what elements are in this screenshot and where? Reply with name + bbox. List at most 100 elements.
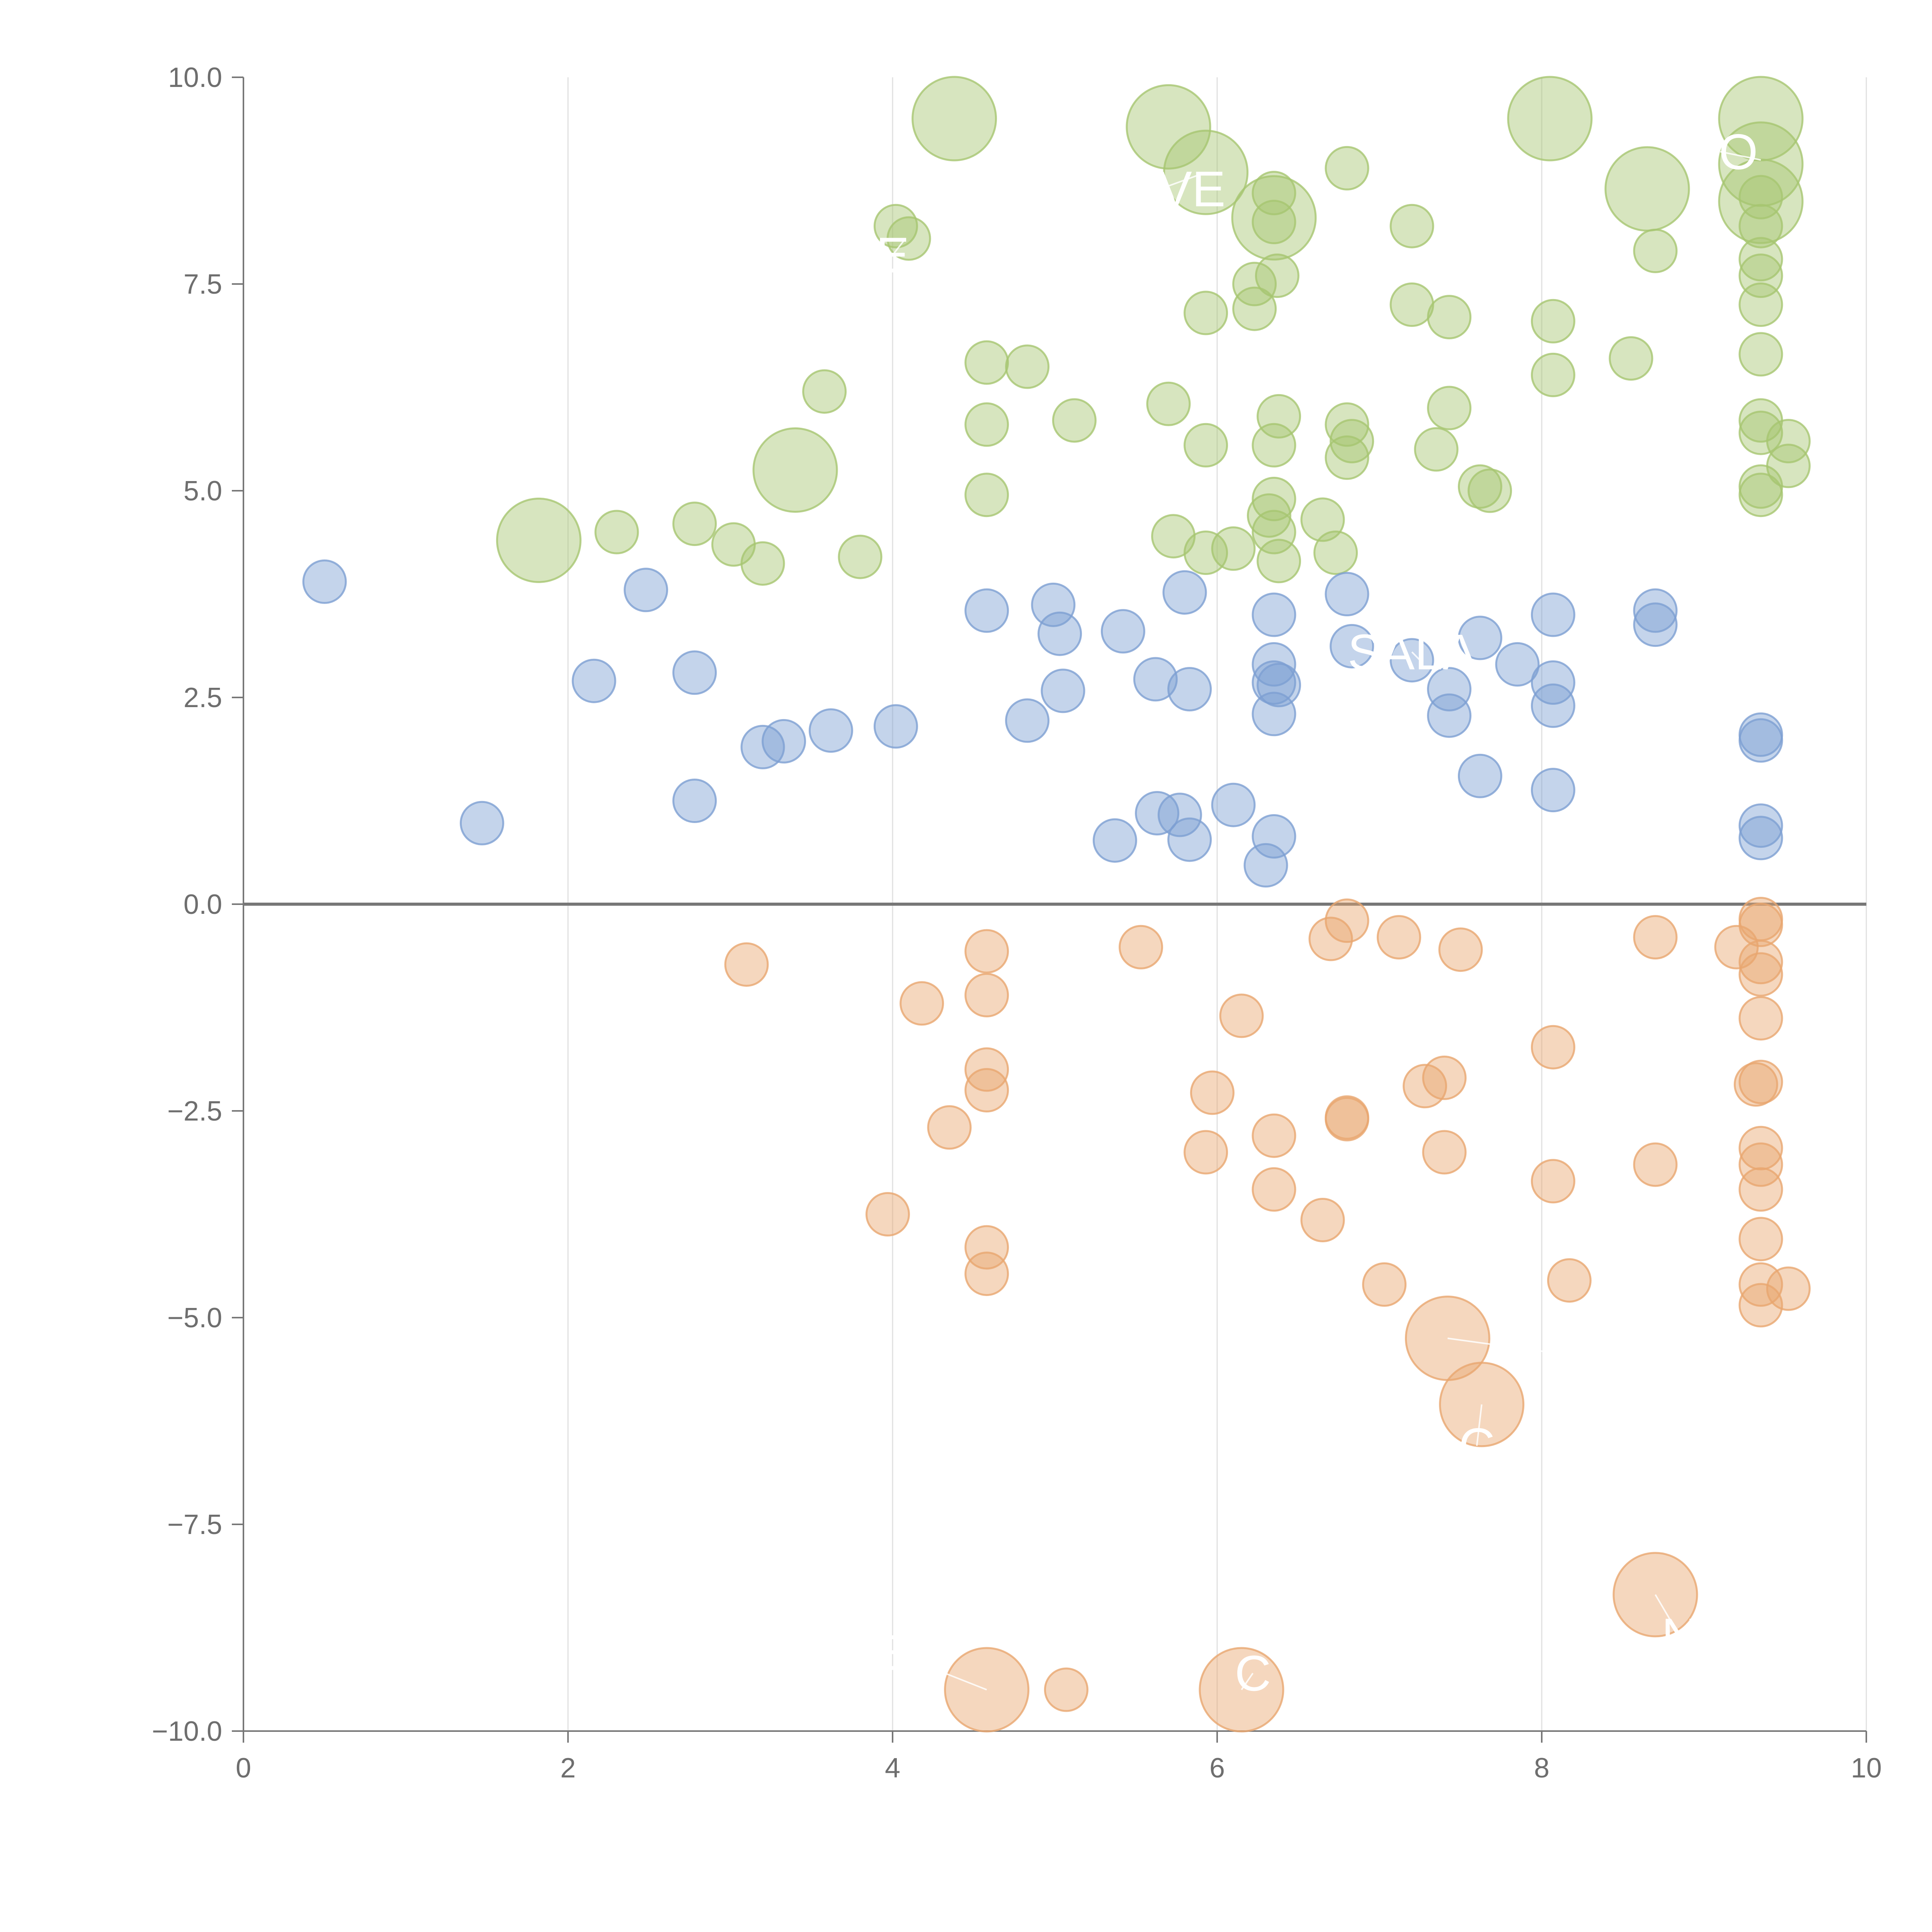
green-bubble (1252, 423, 1296, 468)
annotation-label: CO (1683, 124, 1758, 180)
annotation-leader-line (1160, 172, 1206, 190)
green-bubble (1146, 381, 1191, 426)
orange-bubble (1733, 1062, 1778, 1107)
orange-bubble (900, 981, 944, 1026)
green-bubble (1389, 204, 1434, 248)
y-tick-label: 10.0 (168, 62, 222, 93)
blue-bubble (1330, 624, 1374, 668)
green-bubble (1126, 84, 1211, 170)
y-tick-label: 5.0 (184, 476, 222, 507)
annotation-layer: SAVE CO SALA C Ñ N C E E (876, 124, 1761, 1701)
annotation-label: C (1459, 1418, 1495, 1474)
blue-bubble (1633, 602, 1678, 647)
green-bubble (1257, 394, 1301, 439)
green-bubble (594, 510, 639, 554)
blue-bubble (1031, 582, 1076, 627)
blue-bubble (1167, 817, 1212, 862)
annotation-leader-line (1655, 1594, 1680, 1636)
x-tick-label: 8 (1534, 1753, 1549, 1784)
blue-bubble (1738, 803, 1783, 848)
orange-bubble (1547, 1258, 1592, 1303)
green-bubble (1252, 510, 1296, 554)
blue-bubble (1633, 588, 1678, 633)
green-bubble (1184, 291, 1228, 335)
green-bubble (838, 534, 883, 579)
orange-bubble (1738, 940, 1783, 985)
green-bubble (1052, 398, 1097, 443)
green-bubble (1738, 473, 1783, 517)
green-bubble (1427, 386, 1472, 430)
green-bubble (1468, 468, 1512, 513)
green-bubble (1604, 146, 1690, 232)
blue-bubble (1211, 782, 1256, 827)
green-bubble (1427, 295, 1472, 340)
green-bubble (1325, 402, 1369, 447)
blue-bubble (1495, 642, 1540, 687)
green-bubble (1247, 493, 1291, 538)
y-tick-label: −5.0 (167, 1303, 222, 1333)
x-tick-label: 10 (1851, 1753, 1882, 1784)
annotation-label: SAVE (1095, 161, 1225, 217)
green-bubble (1738, 332, 1783, 377)
blue-bubble (302, 559, 347, 604)
green-bubble (1609, 336, 1653, 381)
x-tick-label: 0 (236, 1753, 251, 1784)
green-bubble (1738, 410, 1783, 455)
blue-bubble (672, 779, 717, 823)
green-bubble (873, 204, 918, 248)
green-bubble (1257, 539, 1301, 583)
orange-bubble (1633, 915, 1678, 960)
green-bubble (1184, 531, 1228, 575)
green-bubble (1389, 282, 1434, 327)
orange-bubble (865, 1192, 910, 1236)
annotation-leader-line (1447, 1337, 1599, 1360)
green-bubble (1300, 497, 1345, 542)
x-tick-label: 4 (885, 1753, 900, 1784)
orange-bubble (1531, 1025, 1575, 1070)
annotation-leader-line (1241, 1673, 1254, 1690)
blue-bubble (1037, 611, 1082, 656)
annotation-label: E (876, 1624, 910, 1681)
blue-bubble (1257, 663, 1301, 707)
blue-bubble (1157, 793, 1202, 837)
green-bubble (1255, 253, 1299, 298)
green-bubble (1330, 419, 1374, 464)
green-bubble (752, 427, 838, 513)
orange-bubble (724, 942, 769, 987)
annotation-label: N (1662, 1608, 1698, 1664)
y-tick-label: 2.5 (184, 682, 222, 713)
green-bubble (1738, 204, 1783, 248)
y-tick-label: 7.5 (184, 269, 222, 300)
blue-bubble (1135, 791, 1180, 836)
green-bubble (964, 402, 1009, 447)
green-bubble (1414, 427, 1459, 472)
green-bubble (802, 369, 847, 414)
axis-layer: 0 2 4 6 8 10 −10.0 −7.5 −5.0 −2.5 0.0 2.5 5.0 7.5 10.0 (152, 62, 1882, 1784)
y-tick-label: −2.5 (167, 1096, 222, 1127)
blue-bubble (672, 650, 717, 695)
blue-bubble (571, 658, 616, 703)
orange-bubble (1738, 1060, 1783, 1104)
orange-bubble (1531, 1159, 1575, 1204)
orange-bubble (1252, 1113, 1296, 1158)
orange-bubble (1438, 927, 1483, 972)
orange-bubble (1219, 993, 1264, 1038)
green-bubble (1325, 435, 1369, 480)
blue-bubble (1167, 667, 1212, 712)
x-tick-label: 2 (560, 1753, 576, 1784)
orange-bubble (1403, 1064, 1447, 1109)
annotation-leader-line (1476, 1404, 1483, 1446)
green-bubble (1005, 344, 1050, 389)
orange-bubble (1190, 1070, 1235, 1115)
blue-bubble (1243, 843, 1288, 888)
blue-bubble (1092, 818, 1137, 863)
orange-bubble (1362, 1262, 1407, 1307)
blue-bubble (1458, 753, 1502, 798)
blue-bubble (1133, 657, 1178, 702)
blue-bubble (1531, 660, 1575, 705)
orange-bubble (964, 1252, 1009, 1296)
orange-bubble (1308, 917, 1353, 961)
orange-bubble (964, 1068, 1009, 1112)
green-bubble (1531, 352, 1575, 397)
